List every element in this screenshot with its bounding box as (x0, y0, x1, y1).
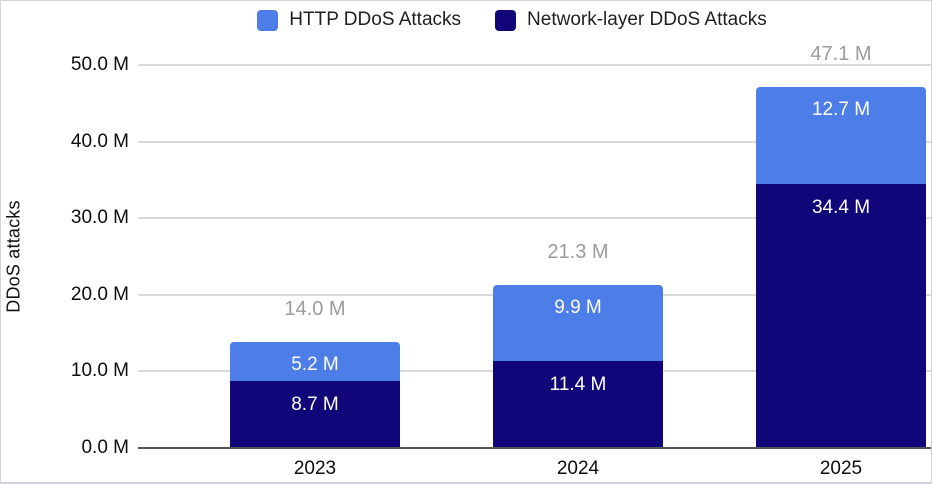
legend-swatch-icon (495, 9, 517, 31)
gridline (138, 140, 931, 143)
legend: HTTP DDoS Attacks Network-layer DDoS Atta… (1, 6, 931, 34)
bar-total-label: 21.3 M (547, 240, 609, 263)
bar-segment-network-2024[interactable] (493, 360, 663, 448)
legend-item[interactable]: Network-layer DDoS Attacks (495, 9, 767, 31)
segment-value-label-network: 34.4 M (811, 197, 871, 219)
segment-value-label-http: 9.9 M (554, 296, 602, 318)
y-tick-label: 0.0 M (81, 437, 129, 458)
x-tick-label-2025: 2025 (819, 458, 863, 479)
y-tick-label: 50.0 M (70, 54, 129, 75)
bar-segment-network-2023[interactable] (230, 381, 400, 448)
y-tick-label: 30.0 M (70, 207, 129, 229)
legend-label: HTTP DDoS Attacks (289, 9, 462, 30)
bar-total-label: 14.0 M (284, 297, 346, 320)
y-tick-label: 40.0 M (70, 130, 129, 152)
bar-segment-http-2023[interactable] (230, 341, 400, 382)
x-axis-line (138, 447, 931, 449)
legend-item[interactable]: HTTP DDoS Attacks (257, 9, 461, 31)
bar-segment-http-2025[interactable] (756, 87, 926, 185)
bar-segment-network-2025[interactable] (756, 184, 926, 448)
gridline (138, 64, 931, 66)
segment-value-label-network: 8.7 M (291, 394, 339, 416)
gridline (138, 217, 931, 220)
y-tick-label: 20.0 M (70, 283, 129, 305)
segment-value-label-network: 11.4 M (549, 373, 607, 395)
legend-label: Network-layer DDoS Attacks (527, 9, 767, 30)
segment-value-label-http: 5.2 M (291, 353, 339, 375)
x-tick-label-2023: 2023 (293, 458, 337, 479)
bar-total-label: 47.1 M (810, 43, 872, 66)
bar-segment-http-2024[interactable] (493, 284, 663, 361)
y-tick-label: 10.0 M (70, 360, 129, 382)
x-tick-label-2024: 2024 (556, 458, 600, 479)
segment-value-label-http: 12.7 M (811, 99, 871, 121)
legend-swatch-icon (257, 9, 279, 31)
